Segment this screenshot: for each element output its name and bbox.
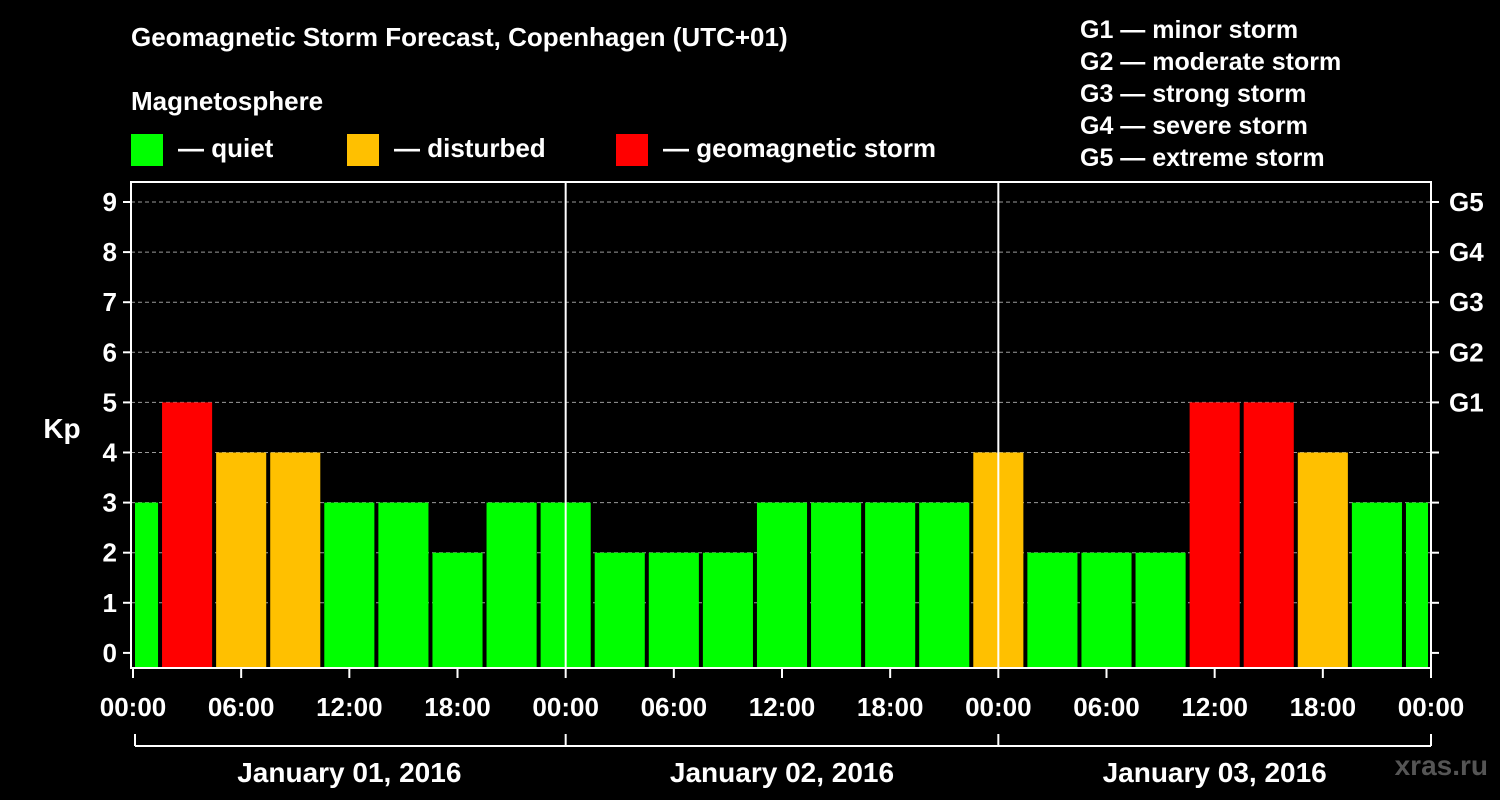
g-scale-label-G3: G3 [1449,287,1484,317]
bar-0 [135,502,159,668]
legend-swatch-quiet [131,134,163,166]
bar-13 [811,502,862,668]
bar-22 [1297,452,1348,668]
y-axis-label: Kp [43,413,80,444]
bar-10 [648,552,699,668]
x-tick-label-12: 00:00 [1398,692,1465,722]
y-tick-label-5: 5 [103,387,117,417]
g-scale-label-G5: G5 [1449,187,1484,217]
storm-scale-g5: G5 — extreme storm [1080,144,1325,172]
g-scale-label-G2: G2 [1449,337,1484,367]
legend-label-storm: — geomagnetic storm [663,133,937,163]
storm-scale-g3: G3 — strong storm [1080,80,1307,108]
x-tick-label-8: 00:00 [965,692,1032,722]
x-tick-label-9: 06:00 [1073,692,1140,722]
x-tick-label-0: 00:00 [100,692,167,722]
legend-swatch-storm [616,134,648,166]
bar-24 [1405,502,1428,668]
y-tick-label-2: 2 [103,538,117,568]
day-label-1: January 02, 2016 [670,757,894,788]
legend-label-disturbed: — disturbed [394,133,546,163]
legend-heading: Magnetosphere [131,86,324,116]
bar-18 [1081,552,1132,668]
x-tick-label-10: 12:00 [1181,692,1248,722]
bar-2 [216,452,267,668]
bar-11 [702,552,753,668]
bar-7 [486,502,537,668]
x-tick-label-5: 06:00 [641,692,708,722]
bar-17 [1027,552,1078,668]
bar-21 [1243,402,1294,668]
x-tick-label-7: 18:00 [857,692,924,722]
storm-scale-list: G1 — minor storm G2 — moderate storm G3 … [1080,14,1341,174]
x-tick-label-1: 06:00 [208,692,275,722]
x-tick-label-6: 12:00 [749,692,816,722]
bar-9 [594,552,645,668]
bar-6 [432,552,483,668]
y-tick-label-8: 8 [103,237,117,267]
x-tick-label-3: 18:00 [424,692,491,722]
legend-swatch-disturbed [347,134,379,166]
bar-19 [1135,552,1186,668]
x-tick-label-11: 18:00 [1290,692,1357,722]
y-tick-label-9: 9 [103,187,117,217]
chart-title: Geomagnetic Storm Forecast, Copenhagen (… [131,22,788,52]
y-tick-label-3: 3 [103,488,117,518]
bar-3 [270,452,321,668]
y-tick-label-0: 0 [103,638,117,668]
x-tick-label-4: 00:00 [532,692,599,722]
storm-scale-g4: G4 — severe storm [1080,112,1308,140]
bar-4 [324,502,375,668]
bar-14 [865,502,916,668]
legend-label-quiet: — quiet [178,133,274,163]
storm-scale-g2: G2 — moderate storm [1080,48,1342,76]
g-scale-label-G1: G1 [1449,387,1484,417]
watermark: xras.ru [1394,750,1488,781]
day-label-0: January 01, 2016 [237,757,461,788]
bar-23 [1351,502,1402,668]
g-scale-label-G4: G4 [1449,237,1484,267]
bar-5 [378,502,429,668]
storm-scale-g1: G1 — minor storm [1080,16,1299,44]
y-tick-label-7: 7 [103,287,117,317]
y-tick-label-4: 4 [103,438,118,468]
x-tick-label-2: 12:00 [316,692,383,722]
bar-15 [919,502,970,668]
y-tick-label-1: 1 [103,588,117,618]
bar-20 [1189,402,1240,668]
bar-12 [756,502,808,668]
day-label-2: January 03, 2016 [1103,757,1327,788]
y-tick-label-6: 6 [103,337,117,367]
bar-1 [162,402,213,668]
